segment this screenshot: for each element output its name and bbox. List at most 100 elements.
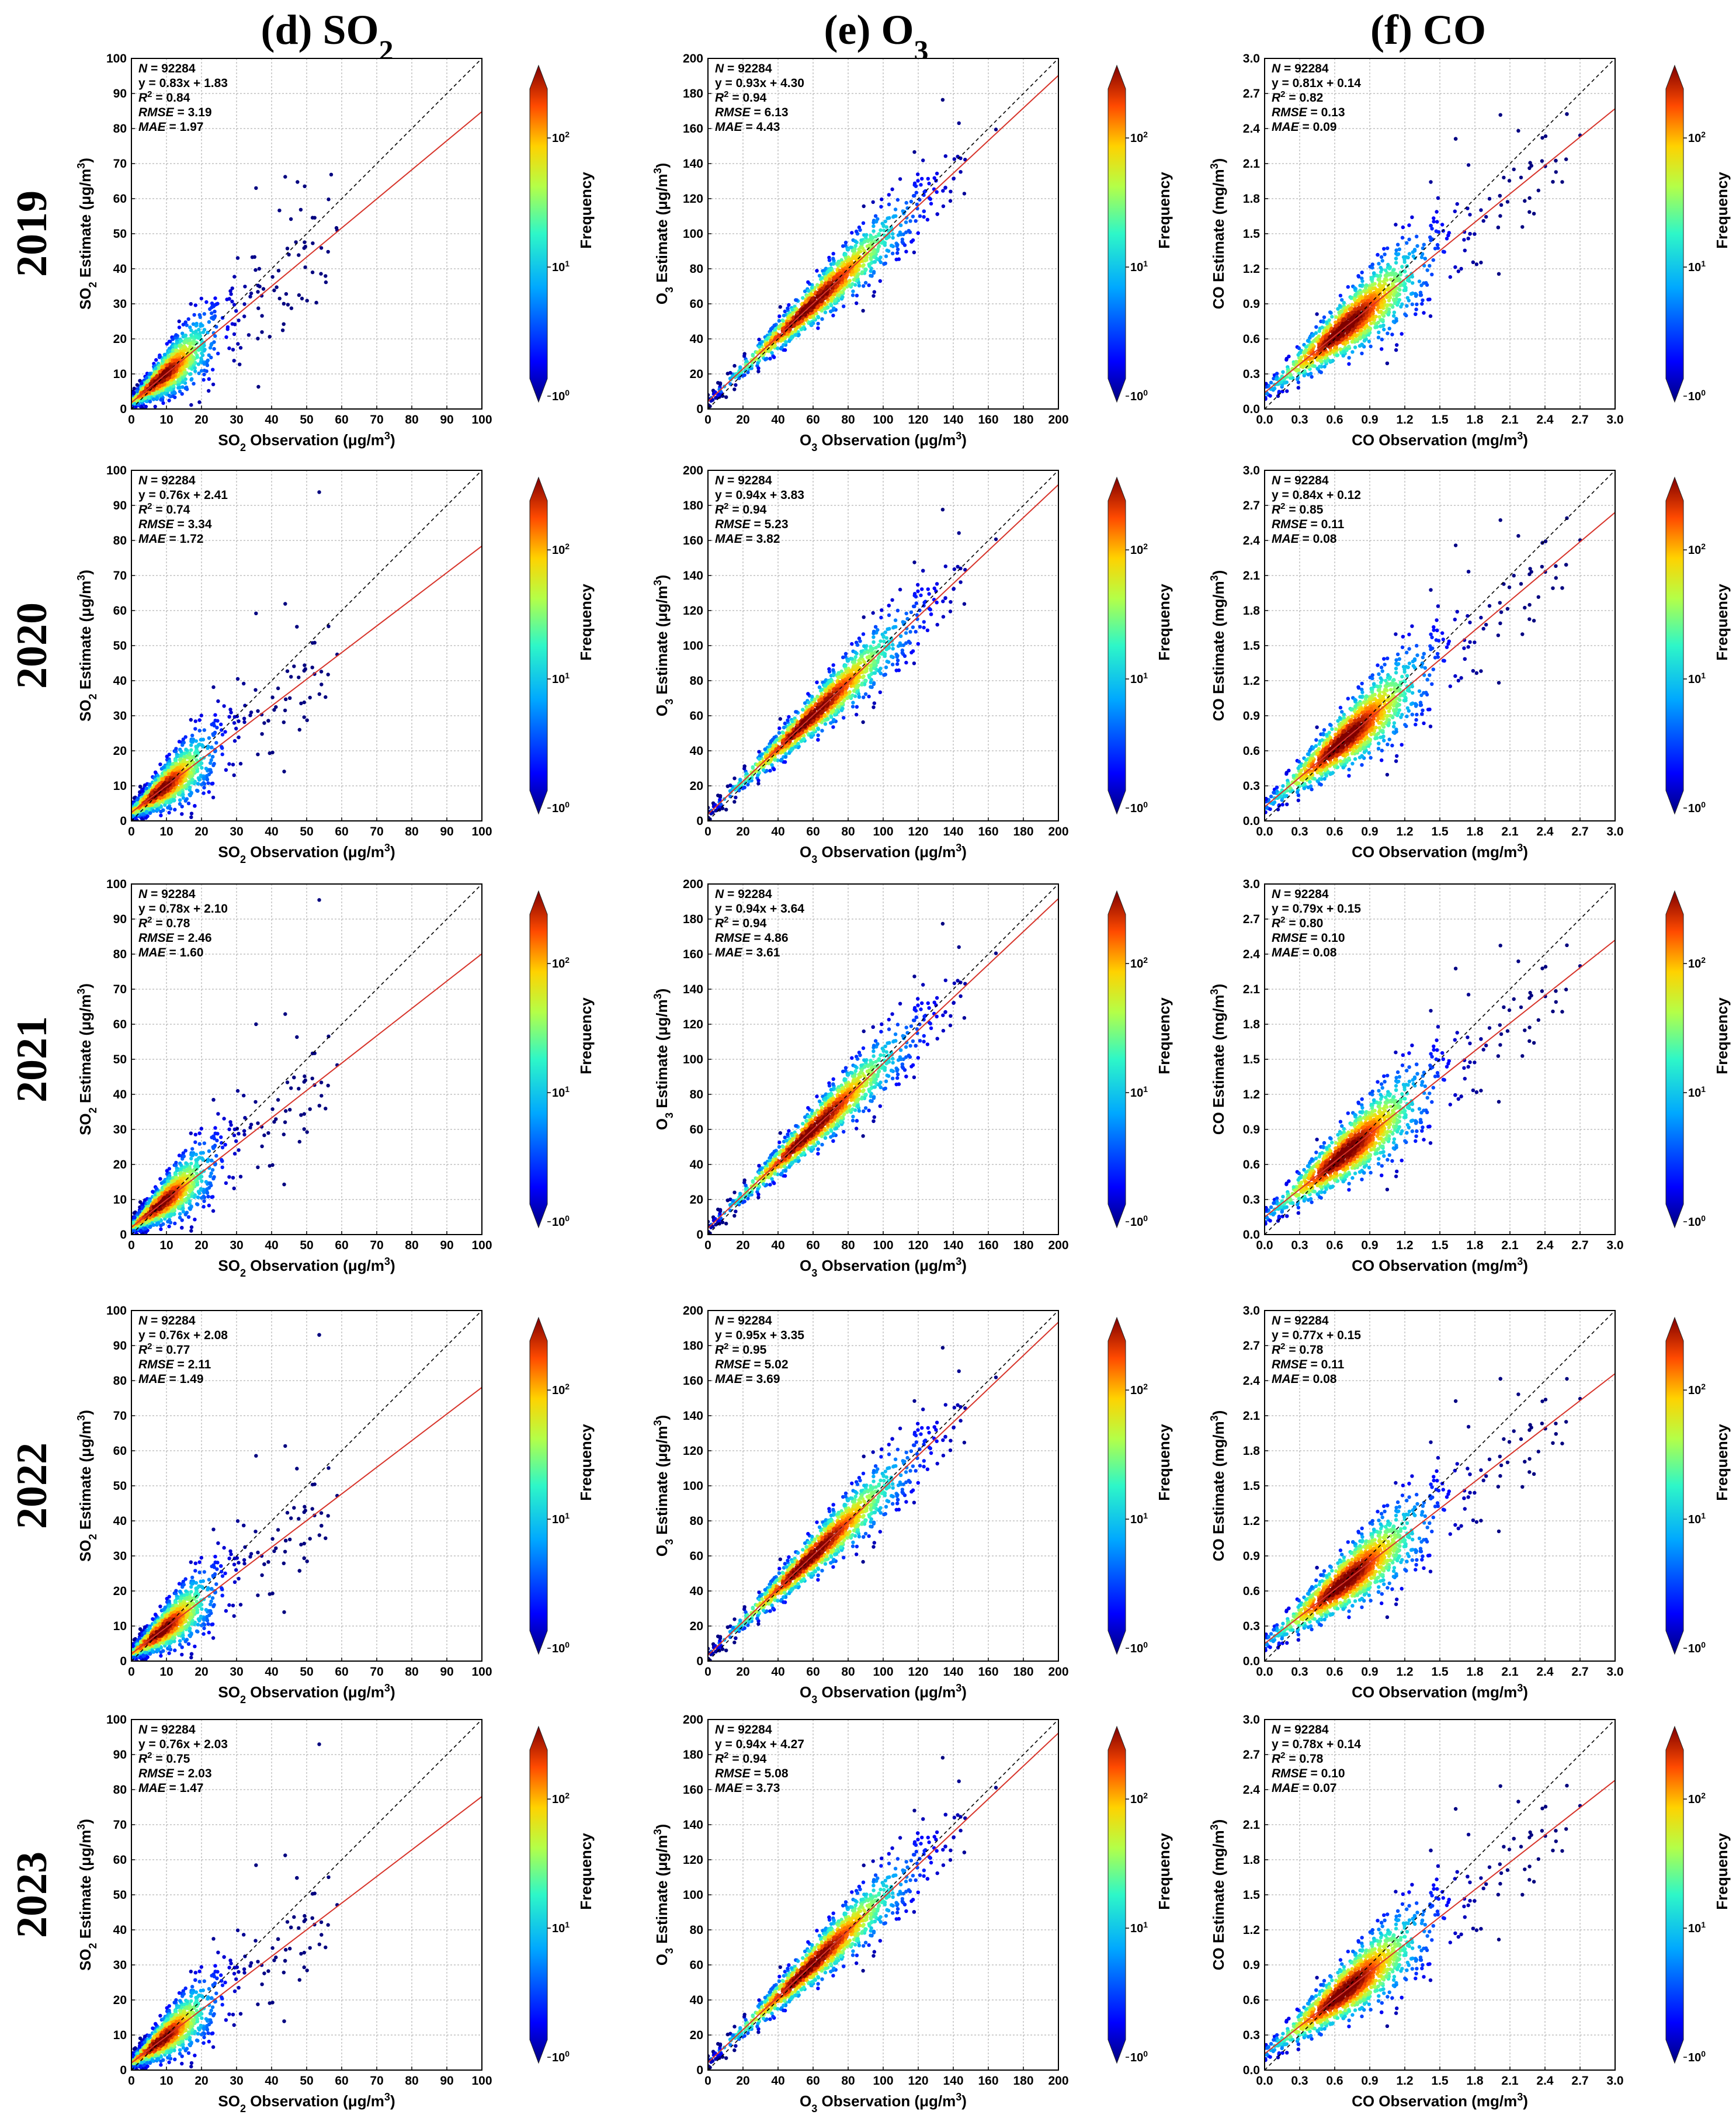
data-point xyxy=(202,344,206,348)
data-point xyxy=(212,346,216,351)
data-point xyxy=(178,344,182,348)
data-point xyxy=(229,1123,233,1127)
data-point xyxy=(242,681,246,686)
data-point xyxy=(314,300,318,305)
data-point xyxy=(272,288,276,293)
data-point xyxy=(159,805,163,809)
data-point xyxy=(238,761,243,766)
y-tick-label: 60 xyxy=(113,604,127,618)
data-point xyxy=(167,806,171,810)
data-point xyxy=(145,1207,150,1211)
data-point xyxy=(201,1150,205,1155)
data-point xyxy=(189,791,193,796)
data-point xyxy=(182,1154,186,1159)
data-point xyxy=(153,1212,157,1216)
data-point xyxy=(204,1180,209,1184)
data-point xyxy=(213,334,217,338)
data-point xyxy=(204,1608,209,1612)
data-point xyxy=(202,368,207,373)
data-point xyxy=(161,365,165,369)
data-point xyxy=(154,778,158,782)
y-tick-label: 60 xyxy=(113,192,127,206)
data-point xyxy=(178,758,182,762)
data-point xyxy=(141,386,145,391)
data-point xyxy=(178,779,182,783)
data-point xyxy=(320,1094,324,1098)
data-point xyxy=(283,708,287,713)
data-point xyxy=(326,672,330,677)
y-tick-label: 60 xyxy=(113,1018,127,1031)
data-point xyxy=(202,372,206,377)
data-point xyxy=(154,804,158,808)
data-point xyxy=(134,405,138,409)
data-point xyxy=(143,1226,148,1230)
data-point xyxy=(204,767,209,771)
data-point xyxy=(205,360,209,364)
x-tick-label: 40 xyxy=(265,413,278,427)
fit-line xyxy=(131,953,482,1228)
data-point xyxy=(189,812,194,816)
data-point xyxy=(202,1190,206,1194)
data-point xyxy=(232,275,237,279)
data-point xyxy=(188,357,192,361)
data-point xyxy=(237,735,241,740)
data-point xyxy=(186,317,190,321)
data-point xyxy=(215,726,219,730)
data-point xyxy=(159,792,164,797)
data-point xyxy=(181,345,185,350)
x-tick-label: 70 xyxy=(370,413,383,427)
data-point xyxy=(197,313,202,317)
colorbar-tick-label: 100 xyxy=(552,1214,570,1229)
data-point xyxy=(202,776,206,780)
data-point xyxy=(181,1209,186,1214)
data-point xyxy=(193,727,197,731)
data-point xyxy=(145,383,150,387)
data-point xyxy=(144,810,149,814)
data-point xyxy=(270,695,275,699)
data-point xyxy=(180,392,184,396)
data-point xyxy=(225,327,230,331)
data-point xyxy=(174,762,178,766)
data-point xyxy=(189,1156,193,1161)
data-point xyxy=(237,318,241,323)
data-point xyxy=(175,767,179,771)
data-point xyxy=(162,352,167,357)
x-tick-label: 50 xyxy=(300,413,313,427)
data-point xyxy=(152,799,156,803)
data-point xyxy=(285,1080,290,1084)
data-point xyxy=(154,366,158,370)
data-point xyxy=(141,812,145,816)
data-point xyxy=(232,773,236,778)
data-point xyxy=(302,1112,306,1116)
data-point xyxy=(143,396,147,400)
data-point xyxy=(206,1587,210,1592)
data-point xyxy=(189,328,193,332)
data-point xyxy=(190,778,195,782)
data-point xyxy=(137,1209,141,1214)
stat-rmse: RMSE = 3.19 xyxy=(138,106,212,119)
data-point xyxy=(179,351,183,356)
data-point xyxy=(193,1132,197,1137)
data-point xyxy=(144,1221,149,1225)
data-point xyxy=(228,1120,232,1124)
data-point xyxy=(143,1209,147,1214)
data-point xyxy=(199,782,204,786)
data-point xyxy=(194,329,198,334)
data-point xyxy=(308,695,312,700)
data-point xyxy=(208,761,213,765)
data-point xyxy=(162,783,166,787)
data-point xyxy=(317,898,321,902)
y-tick-label: 50 xyxy=(113,639,127,653)
data-point xyxy=(159,393,163,397)
data-point xyxy=(199,1196,204,1200)
data-point xyxy=(183,386,188,390)
data-point xyxy=(184,1161,188,1165)
data-point xyxy=(310,1507,314,1511)
year-label: 2021 xyxy=(8,1016,56,1103)
data-point xyxy=(256,290,260,294)
data-point xyxy=(189,377,193,382)
data-point xyxy=(235,677,240,681)
data-point xyxy=(211,317,216,321)
data-point xyxy=(326,249,330,254)
y-tick-label: 40 xyxy=(113,674,127,688)
